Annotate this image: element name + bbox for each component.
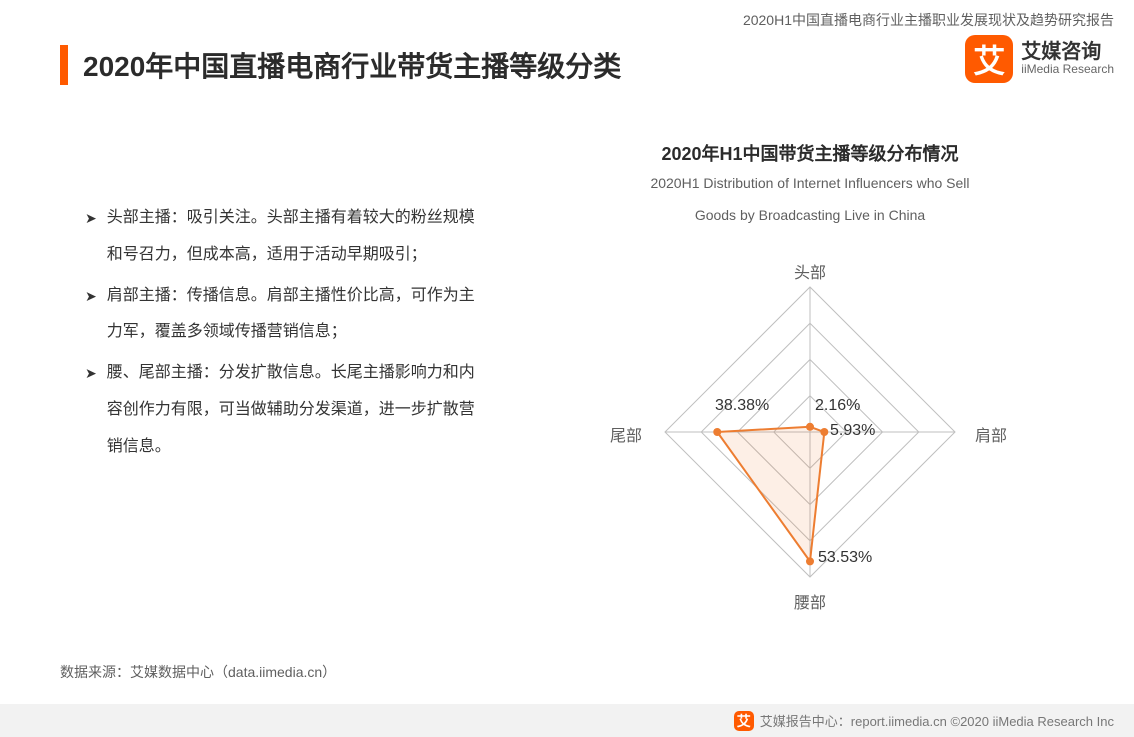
- radar-chart: 头部 肩部 腰部 尾部 2.16% 5.93% 53.53% 38.38%: [560, 237, 1060, 657]
- chart-title-en-line1: 2020H1 Distribution of Internet Influenc…: [560, 172, 1060, 194]
- data-label-top: 2.16%: [815, 397, 860, 415]
- brand-logo-cn: 艾媒咨询: [1021, 41, 1114, 63]
- axis-label-top: 头部: [794, 259, 826, 283]
- page-title-wrap: 2020年中国直播电商行业带货主播等级分类: [60, 45, 621, 85]
- list-item: ➤ 腰、尾部主播：分发扩散信息。长尾主播影响力和内容创作力有限，可当做辅助分发渠…: [85, 355, 485, 465]
- chevron-right-icon: ➤: [85, 355, 97, 465]
- radar-chart-area: 2020年H1中国带货主播等级分布情况 2020H1 Distribution …: [560, 140, 1060, 657]
- bullet-list: ➤ 头部主播：吸引关注。头部主播有着较大的粉丝规模和号召力，但成本高，适用于活动…: [85, 200, 485, 470]
- brand-logo-en: iiMedia Research: [1021, 63, 1114, 76]
- footer-logo-icon: 艾: [734, 711, 754, 731]
- chevron-right-icon: ➤: [85, 278, 97, 352]
- data-source: 数据来源：艾媒数据中心（data.iimedia.cn）: [60, 662, 336, 682]
- list-item: ➤ 头部主播：吸引关注。头部主播有着较大的粉丝规模和号召力，但成本高，适用于活动…: [85, 200, 485, 274]
- chart-title-en-line2: Goods by Broadcasting Live in China: [560, 204, 1060, 226]
- data-label-bottom: 53.53%: [818, 549, 872, 567]
- data-label-left: 38.38%: [715, 397, 769, 415]
- bullet-text: 腰、尾部主播：分发扩散信息。长尾主播影响力和内容创作力有限，可当做辅助分发渠道，…: [107, 355, 485, 465]
- bullet-text: 头部主播：吸引关注。头部主播有着较大的粉丝规模和号召力，但成本高，适用于活动早期…: [107, 200, 485, 274]
- axis-label-left: 尾部: [610, 422, 642, 446]
- chevron-right-icon: ➤: [85, 200, 97, 274]
- data-label-right: 5.93%: [830, 422, 875, 440]
- page-title: 2020年中国直播电商行业带货主播等级分类: [83, 45, 621, 85]
- axis-label-right: 肩部: [975, 422, 1007, 446]
- bullet-text: 肩部主播：传播信息。肩部主播性价比高，可作为主力军，覆盖多领域传播营销信息；: [107, 278, 485, 352]
- report-header-title: 2020H1中国直播电商行业主播职业发展现状及趋势研究报告: [743, 10, 1114, 30]
- axis-label-bottom: 腰部: [794, 589, 826, 613]
- brand-logo-icon: 艾: [965, 35, 1013, 83]
- page-footer: 艾 艾媒报告中心：report.iimedia.cn ©2020 iiMedia…: [0, 704, 1134, 737]
- title-accent-bar: [60, 45, 68, 85]
- brand-logo: 艾 艾媒咨询 iiMedia Research: [965, 35, 1114, 83]
- footer-text: 艾媒报告中心：report.iimedia.cn ©2020 iiMedia R…: [760, 711, 1114, 730]
- list-item: ➤ 肩部主播：传播信息。肩部主播性价比高，可作为主力军，覆盖多领域传播营销信息；: [85, 278, 485, 352]
- chart-title-cn: 2020年H1中国带货主播等级分布情况: [560, 140, 1060, 166]
